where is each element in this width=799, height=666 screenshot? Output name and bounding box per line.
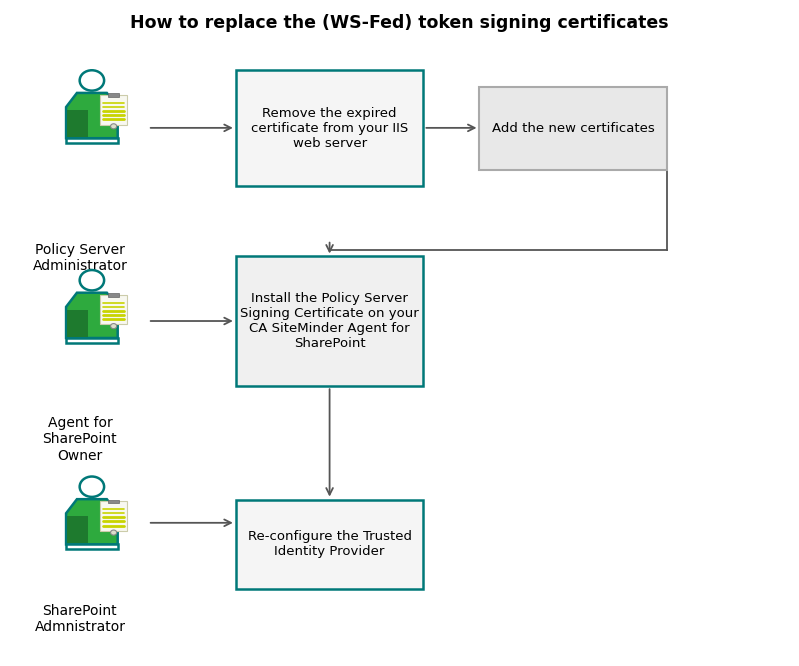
Polygon shape [66, 545, 117, 549]
FancyBboxPatch shape [108, 293, 119, 297]
FancyBboxPatch shape [100, 295, 127, 324]
Polygon shape [67, 110, 88, 137]
Circle shape [80, 71, 104, 91]
FancyBboxPatch shape [236, 256, 423, 386]
Text: Install the Policy Server
Signing Certificate on your
CA SiteMinder Agent for
Sh: Install the Policy Server Signing Certif… [240, 292, 419, 350]
Text: Add the new certificates: Add the new certificates [492, 122, 654, 135]
Polygon shape [67, 310, 88, 337]
FancyBboxPatch shape [236, 500, 423, 589]
Circle shape [110, 124, 117, 129]
Text: Policy Server
Administrator: Policy Server Administrator [33, 243, 127, 273]
FancyBboxPatch shape [479, 87, 667, 170]
Polygon shape [66, 93, 117, 139]
FancyBboxPatch shape [100, 95, 127, 125]
Polygon shape [67, 516, 88, 543]
Polygon shape [66, 338, 117, 342]
Polygon shape [66, 293, 117, 338]
Circle shape [80, 477, 104, 497]
Circle shape [110, 324, 117, 328]
Text: Remove the expired
certificate from your IIS
web server: Remove the expired certificate from your… [251, 107, 408, 150]
Circle shape [80, 270, 104, 290]
Polygon shape [66, 139, 117, 143]
Text: SharePoint
Admnistrator: SharePoint Admnistrator [34, 604, 125, 634]
FancyBboxPatch shape [236, 70, 423, 186]
Text: Re-configure the Trusted
Identity Provider: Re-configure the Trusted Identity Provid… [248, 530, 411, 559]
Circle shape [110, 530, 117, 535]
Polygon shape [66, 500, 117, 545]
Text: Agent for
SharePoint
Owner: Agent for SharePoint Owner [42, 416, 117, 463]
FancyBboxPatch shape [108, 93, 119, 97]
FancyBboxPatch shape [100, 501, 127, 531]
Text: How to replace the (WS-Fed) token signing certificates: How to replace the (WS-Fed) token signin… [130, 14, 669, 33]
FancyBboxPatch shape [108, 500, 119, 503]
